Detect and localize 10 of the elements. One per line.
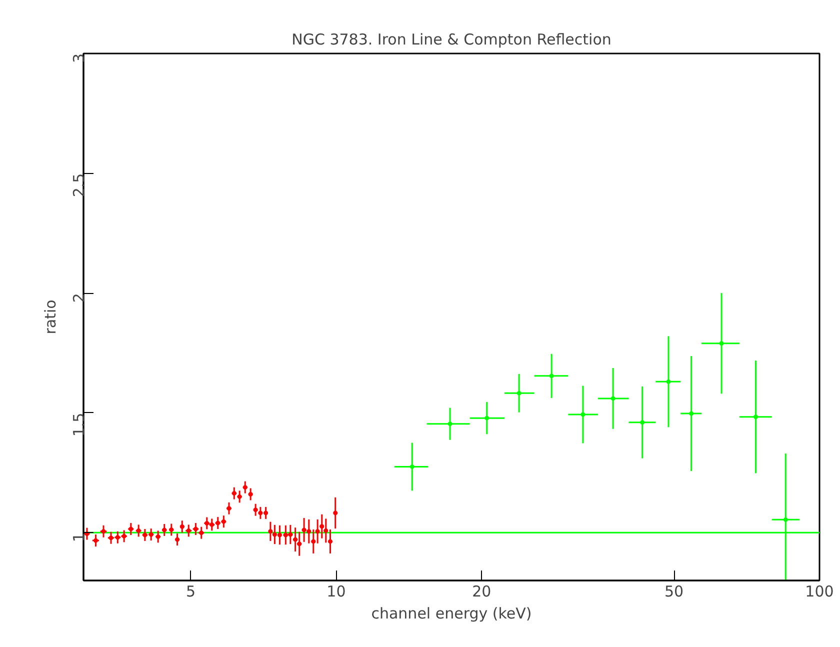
- x-tick-label: 10: [326, 582, 346, 600]
- x-tick-label: 50: [664, 582, 684, 600]
- x-tick-label: 100: [805, 582, 834, 600]
- chart-title: NGC 3783. Iron Line & Compton Reflection: [292, 30, 612, 48]
- y-axis-title: ratio: [42, 300, 60, 334]
- x-tick-label: 20: [472, 582, 492, 600]
- x-tick-label: 5: [186, 582, 196, 600]
- x-axis-title: channel energy (keV): [371, 604, 532, 622]
- y-tick-label: 2: [70, 293, 88, 303]
- y-tick-label: 1: [70, 532, 88, 542]
